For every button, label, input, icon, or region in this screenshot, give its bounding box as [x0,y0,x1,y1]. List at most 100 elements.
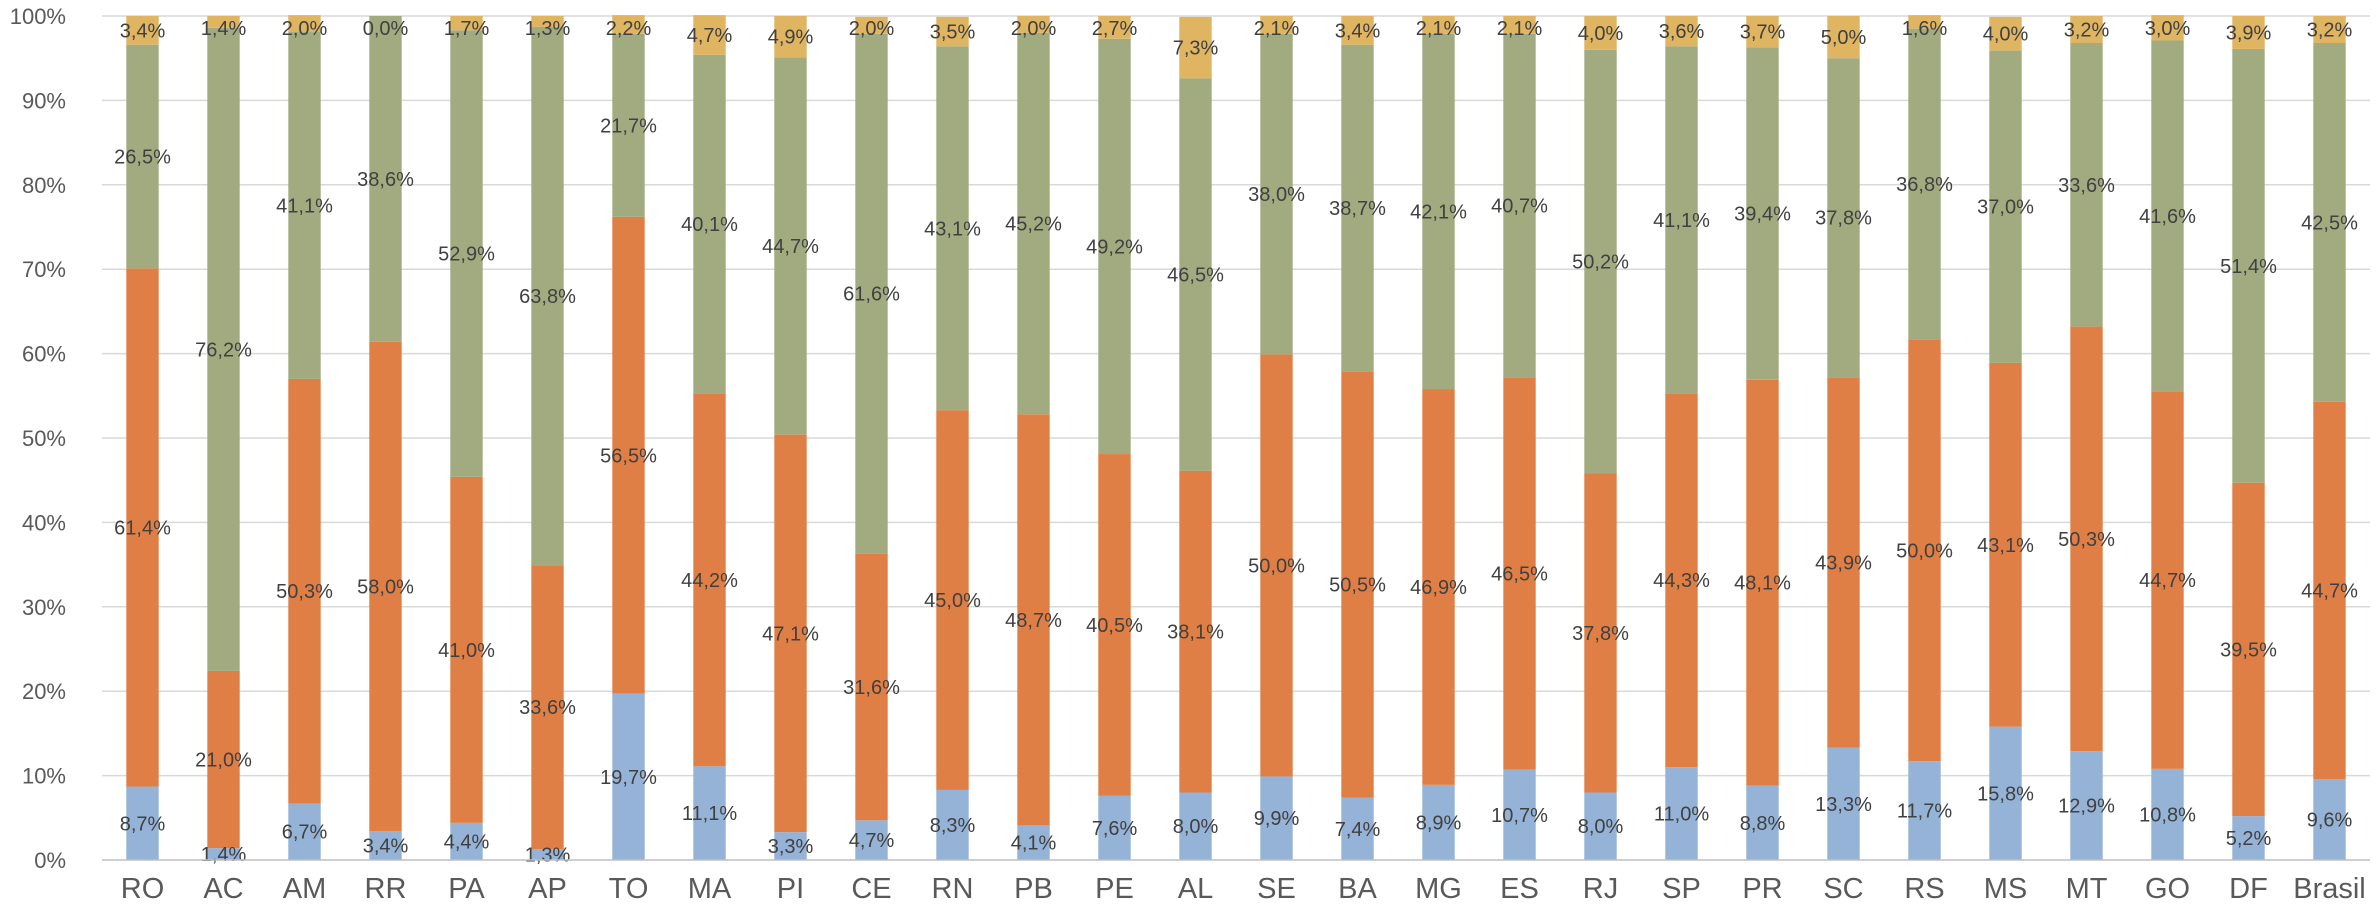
data-label: 50,3% [276,581,333,603]
bar-segment [1017,414,1050,826]
x-tick-label: MS [1984,873,2028,905]
bar-segment [2070,16,2103,44]
y-tick-label: 80% [22,173,66,198]
bar-segment [207,848,240,860]
data-label: 9,9% [1254,808,1300,830]
data-label: 9,6% [2307,809,2353,831]
data-label: 50,5% [1329,574,1386,596]
data-label: 52,9% [438,244,495,266]
data-label: 2,0% [282,18,328,40]
x-tick-label: RN [932,873,974,905]
data-label: 3,4% [363,836,409,858]
data-label: 4,0% [1983,24,2029,46]
data-label: 47,1% [762,623,819,645]
bar-segment [1908,761,1941,860]
bar-segment [2232,816,2265,860]
data-label: 38,6% [357,169,414,191]
data-label: 61,4% [114,517,171,539]
y-tick-label: 10% [22,764,66,789]
bar-segment [126,268,159,787]
data-label: 21,0% [195,750,252,772]
data-label: 33,6% [2058,175,2115,197]
bar-segment [1908,28,1941,340]
data-label: 19,7% [600,767,657,789]
data-label: 8,7% [120,813,166,835]
bar-segment [126,16,159,45]
bar-segment [936,16,969,47]
bar-segment [369,831,402,860]
data-label: 15,8% [1977,783,2034,805]
data-label: 38,7% [1329,198,1386,220]
data-label: 40,1% [681,214,738,236]
bar-segment [693,54,726,394]
data-label: 31,6% [843,677,900,699]
data-label: 26,5% [114,147,171,169]
data-label: 21,7% [600,115,657,137]
bar-segment [288,15,321,33]
x-tick-label: SE [1257,873,1296,905]
data-label: 2,1% [1254,18,1300,40]
bar-segment [693,393,726,767]
data-label: 1,3% [525,845,571,867]
bar-segment [2313,16,2346,44]
bar-segment [2313,401,2346,779]
data-label: 12,9% [2058,796,2115,818]
data-label: 11,0% [1654,804,1709,826]
data-label: 10,7% [1491,805,1548,827]
data-label: 8,0% [1173,816,1219,838]
bar-segment [369,16,402,342]
x-tick-label: Brasil [2293,873,2366,905]
data-label: 11,7% [1897,801,1952,823]
data-label: 46,5% [1491,563,1548,585]
y-axis: 0% 10% 20% 30% 40% 50% 60% 70% 80% 90% 100% [10,4,66,873]
bar-segment [2232,482,2265,817]
bar-segment [612,15,645,34]
data-label: 48,1% [1734,573,1791,595]
bar-segment [2232,48,2265,483]
data-label: 41,1% [1653,210,1710,232]
bar-segment [1017,16,1050,33]
bar-segment [1341,44,1374,372]
data-label: 56,5% [600,445,657,467]
x-tick-label: MT [2066,873,2108,905]
data-label: 3,6% [1659,21,1705,43]
y-tick-label: 100% [10,4,66,29]
data-label: 10,8% [2139,804,2196,826]
bar-segment [2151,15,2184,41]
bar-segment [1179,792,1212,860]
bar-segment [1017,825,1050,860]
data-label: 46,9% [1410,577,1467,599]
bar-segment [1260,16,1293,34]
bar-segment [936,789,969,860]
bar-segment [2151,40,2184,392]
data-label: 7,3% [1173,38,1219,60]
y-tick-label: 30% [22,595,66,620]
bar-segment [207,16,240,28]
bar-segment [774,16,807,58]
bar-segment [450,476,483,823]
bar-segment [1098,795,1131,860]
data-label: 44,7% [2301,580,2358,602]
bar-segment [126,44,159,269]
x-tick-label: PB [1014,873,1053,905]
bar-segment [288,32,321,379]
bar-segment [1584,49,1617,474]
data-label: 41,0% [438,640,495,662]
bar-segment [1746,16,1779,48]
bar-segment [1422,389,1455,785]
bar-segment [936,46,969,411]
x-tick-label: DF [2229,873,2268,905]
data-label: 1,6% [1902,18,1948,40]
bar-segment [2313,778,2346,860]
bar-segment [1989,362,2022,727]
data-label: 63,8% [519,286,576,308]
bar-segment [2070,751,2103,860]
data-label: 1,7% [444,18,490,40]
y-tick-label: 50% [22,426,66,451]
data-label: 37,8% [1815,208,1872,230]
bar-segment [1098,38,1131,455]
data-label: 38,0% [1248,184,1305,206]
bar-segment [1260,354,1293,777]
bar-segment [1098,454,1131,796]
